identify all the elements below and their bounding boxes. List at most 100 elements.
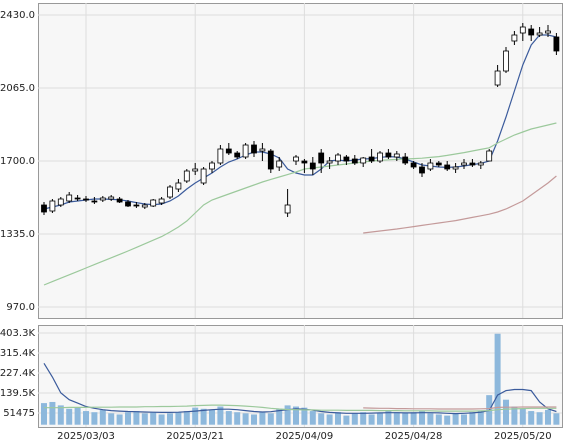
y-tick-label: 1700.0: [0, 156, 35, 167]
y-tick-label: 403.3K: [0, 328, 35, 339]
candle-body: [545, 30, 551, 34]
volume-bar: [217, 406, 224, 425]
volume-bar: [209, 409, 215, 425]
volume-bar: [519, 408, 526, 425]
volume-bar: [385, 411, 392, 425]
candle-body: [452, 166, 459, 170]
volume-bar: [175, 412, 182, 425]
candle-body: [293, 156, 299, 162]
candle-body: [536, 32, 543, 36]
volume-bar: [419, 411, 425, 425]
candle-body: [427, 162, 434, 170]
volume-bar: [511, 406, 518, 425]
candle-body: [461, 162, 467, 166]
candle-body: [192, 168, 199, 172]
candle-body: [528, 28, 535, 36]
candle-body: [351, 158, 358, 164]
volume-bar: [91, 412, 98, 425]
volume-bar: [545, 409, 551, 425]
volume-bar: [200, 408, 207, 425]
candle-body: [217, 148, 224, 164]
y-tick-label: 139.5K: [0, 388, 35, 399]
volume-bar: [57, 405, 64, 425]
candle-body: [234, 152, 241, 158]
candle-body: [116, 198, 123, 203]
volume-bar: [83, 411, 89, 425]
candle-body: [393, 153, 400, 158]
candle-body: [301, 160, 308, 164]
y-tick-label: 227.4K: [0, 368, 35, 379]
y-tick-label: 970.0: [6, 302, 35, 313]
candle-body: [167, 186, 173, 198]
x-tick-label: 2025/03/21: [166, 431, 224, 441]
candle-body: [83, 198, 89, 201]
candle-body: [209, 162, 215, 170]
volume-bar: [360, 412, 367, 425]
moving-average-line: [44, 404, 557, 412]
moving-average-line: [363, 406, 557, 410]
volume-bar: [259, 412, 266, 425]
y-tick-label: 2430.0: [0, 10, 35, 21]
volume-bar: [99, 409, 106, 425]
volume-bar: [343, 415, 350, 425]
volume-bar: [251, 414, 257, 425]
volume-bar: [108, 413, 115, 425]
x-tick-label: 2025/04/28: [385, 431, 443, 441]
volume-bar: [116, 414, 123, 425]
x-tick-label: 2025/03/03: [57, 431, 115, 441]
volume-bar: [410, 412, 417, 425]
candle-body: [242, 144, 249, 158]
volume-bar: [318, 413, 325, 425]
volume-bar: [158, 414, 165, 425]
volume-bar: [528, 411, 535, 425]
volume-bar: [150, 412, 157, 425]
volume-bar: [309, 411, 316, 425]
moving-average-line: [43, 122, 557, 286]
candle-body: [267, 150, 274, 170]
volume-bar: [49, 401, 56, 425]
y-tick-label: 1335.0: [0, 229, 35, 240]
candle-body: [402, 156, 409, 164]
volume-bar: [477, 411, 484, 425]
candle-body: [251, 144, 257, 154]
volume-bar: [494, 333, 501, 425]
candle-body: [175, 182, 182, 190]
volume-bar: [293, 406, 299, 425]
candle-body: [108, 196, 115, 200]
candle-body: [133, 204, 140, 207]
candle-body: [368, 156, 375, 162]
volume-bar: [427, 413, 434, 425]
moving-average-line: [43, 362, 557, 415]
candle-body: [486, 150, 493, 162]
volume-bar: [393, 412, 400, 425]
candle-body: [494, 70, 501, 86]
x-tick-label: 2025/05/20: [494, 431, 552, 441]
candle-body: [444, 164, 451, 170]
volume-bar: [66, 408, 73, 425]
volume-bar: [225, 411, 232, 425]
volume-bar: [284, 405, 291, 425]
volume-bar: [242, 413, 249, 425]
volume-bar: [183, 411, 190, 425]
volume-bar: [435, 414, 442, 425]
candle-body: [469, 162, 476, 166]
volume-bar: [335, 412, 341, 425]
y-tick-label: 51475: [3, 408, 35, 419]
candle-body: [343, 156, 350, 162]
candle-body: [553, 36, 560, 52]
volume-bar: [503, 399, 509, 425]
candle-body: [125, 201, 131, 207]
candle-body: [284, 204, 291, 214]
volume-bar: [167, 413, 173, 425]
x-tick-label: 2025/04/09: [276, 431, 334, 441]
y-tick-label: 315.4K: [0, 348, 35, 359]
candle-body: [158, 198, 165, 204]
moving-average-line: [363, 175, 557, 234]
volume-bar: [326, 414, 333, 425]
candle-body: [309, 162, 316, 170]
volume-bar: [377, 413, 383, 425]
volume-bar: [41, 403, 47, 425]
volume-bar: [141, 413, 148, 425]
volume-bar: [469, 412, 476, 425]
